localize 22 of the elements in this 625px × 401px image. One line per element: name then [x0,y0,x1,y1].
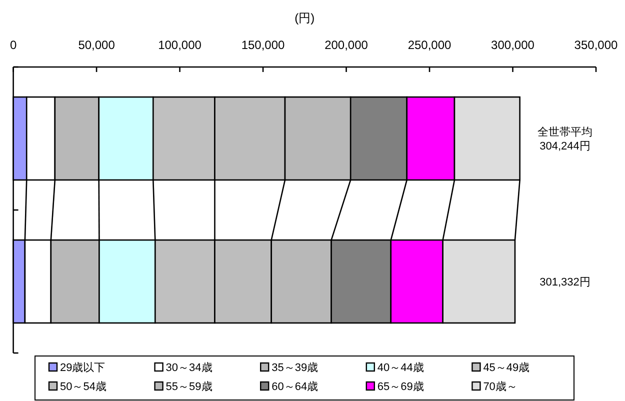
x-tick-label: 250,000 [408,38,452,52]
legend-label: 55～59歳 [166,380,212,393]
x-tick-label: 150,000 [241,38,286,52]
legend-label: 60～64歳 [272,380,318,393]
x-axis-title: (円) [294,11,315,25]
legend-label: 35～39歳 [272,361,318,374]
legend-label: 45～49歳 [483,361,530,374]
total-label: 304,244円 [540,140,590,152]
x-tick-label: 300,000 [491,38,535,52]
x-tick-label: 50,000 [78,38,116,52]
y-tick-label: 全世帯平均 [538,126,592,138]
x-tick-label: 200,000 [324,38,368,52]
legend-label: 29歳以下 [60,361,106,374]
legend-label: 70歳～ [483,380,518,393]
legend-label: 40～44歳 [377,361,424,374]
x-tick-label: 350,000 [574,38,618,52]
legend-label: 65～69歳 [377,380,424,393]
total-label: 301,332円 [540,276,590,288]
legend-label: 50～54歳 [60,380,106,393]
x-tick-label: 0 [10,38,17,52]
x-tick-label: 100,000 [158,38,202,52]
legend-label: 30～34歳 [166,361,212,374]
